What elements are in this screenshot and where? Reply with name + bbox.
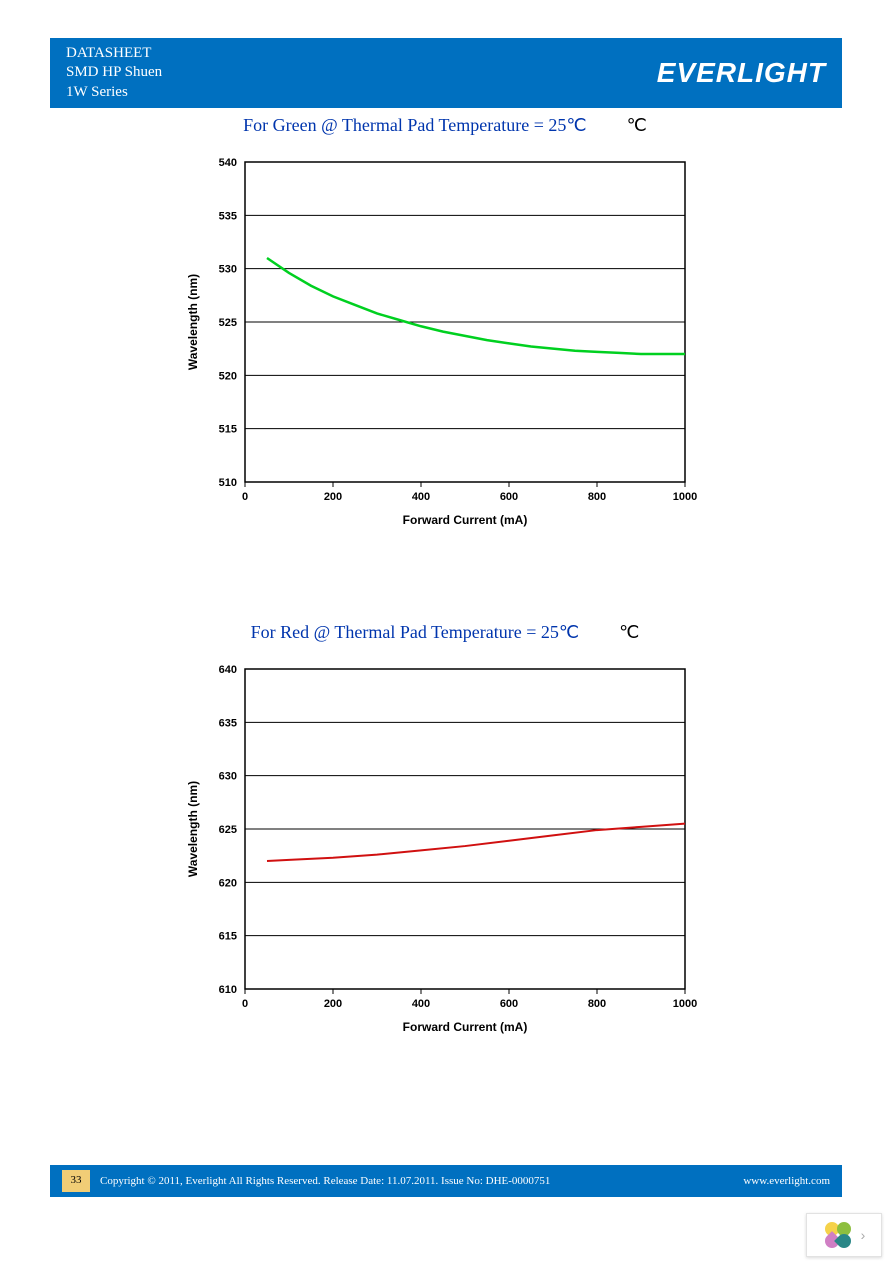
svg-text:630: 630 <box>219 771 237 783</box>
footer-left: 33 Copyright © 2011, Everlight All Right… <box>62 1170 550 1192</box>
svg-text:600: 600 <box>500 998 518 1010</box>
svg-text:620: 620 <box>219 877 237 889</box>
brand-logo: EVERLIGHT <box>657 57 826 89</box>
svg-text:1000: 1000 <box>673 491 697 503</box>
svg-text:530: 530 <box>219 264 237 276</box>
svg-text:800: 800 <box>588 998 606 1010</box>
page-number: 33 <box>62 1170 90 1192</box>
footer-bar: 33 Copyright © 2011, Everlight All Right… <box>50 1165 842 1197</box>
svg-text:800: 800 <box>588 491 606 503</box>
chart-green-unit: ℃ <box>627 115 647 136</box>
svg-text:600: 600 <box>500 491 518 503</box>
svg-text:400: 400 <box>412 998 430 1010</box>
chart-green-title-row: For Green @ Thermal Pad Temperature = 25… <box>150 115 740 136</box>
header-line1: DATASHEET <box>66 44 162 64</box>
svg-text:510: 510 <box>219 477 237 489</box>
svg-text:200: 200 <box>324 491 342 503</box>
svg-text:Wavelength (nm): Wavelength (nm) <box>186 274 200 370</box>
header-titles: DATASHEET SMD HP Shuen 1W Series <box>66 44 162 103</box>
chevron-right-icon[interactable]: › <box>861 1227 866 1243</box>
svg-text:625: 625 <box>219 824 237 836</box>
svg-text:1000: 1000 <box>673 998 697 1010</box>
chart-red-block: For Red @ Thermal Pad Temperature = 25℃ … <box>150 622 740 1049</box>
chart-red-unit: ℃ <box>619 622 639 643</box>
chart-red-title-row: For Red @ Thermal Pad Temperature = 25℃ … <box>150 622 740 643</box>
svg-text:640: 640 <box>219 664 237 676</box>
svg-text:525: 525 <box>219 317 237 329</box>
svg-text:0: 0 <box>242 491 248 503</box>
chart-green-svg: 510 515 520 525 530 535 540 0 200 400 600 800 1000 Fo… <box>165 142 725 542</box>
svg-text:540: 540 <box>219 157 237 169</box>
flower-icon <box>823 1220 853 1250</box>
share-widget[interactable]: › <box>806 1213 882 1257</box>
svg-text:520: 520 <box>219 370 237 382</box>
svg-text:Forward Current (mA): Forward Current (mA) <box>403 513 528 527</box>
footer-url: www.everlight.com <box>743 1175 830 1187</box>
header-line3: 1W Series <box>66 83 162 103</box>
chart-green-title: For Green @ Thermal Pad Temperature = 25… <box>243 115 586 136</box>
copyright-text: Copyright © 2011, Everlight All Rights R… <box>100 1175 550 1187</box>
svg-text:615: 615 <box>219 931 237 943</box>
svg-text:515: 515 <box>219 424 237 436</box>
svg-text:Forward Current (mA): Forward Current (mA) <box>403 1020 528 1034</box>
header-line2: SMD HP Shuen <box>66 63 162 83</box>
svg-text:535: 535 <box>219 210 237 222</box>
chart-red-svg: 610 615 620 625 630 635 640 0 200 400 600 800 1000 Fo… <box>165 649 725 1049</box>
svg-text:635: 635 <box>219 717 237 729</box>
svg-text:400: 400 <box>412 491 430 503</box>
chart-green-block: For Green @ Thermal Pad Temperature = 25… <box>150 115 740 542</box>
svg-text:610: 610 <box>219 984 237 996</box>
svg-text:0: 0 <box>242 998 248 1010</box>
svg-text:Wavelength (nm): Wavelength (nm) <box>186 781 200 877</box>
header-bar: DATASHEET SMD HP Shuen 1W Series EVERLIG… <box>50 38 842 108</box>
svg-text:200: 200 <box>324 998 342 1010</box>
chart-red-title: For Red @ Thermal Pad Temperature = 25℃ <box>251 622 579 643</box>
